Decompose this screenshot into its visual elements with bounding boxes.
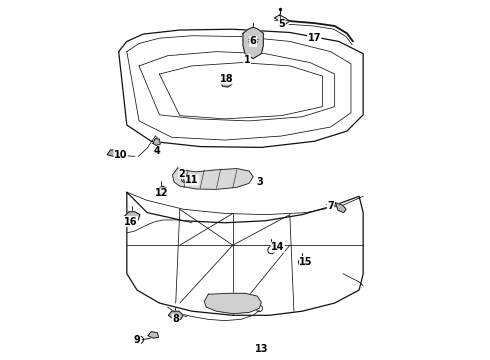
Text: 3: 3 — [256, 177, 263, 187]
Polygon shape — [156, 186, 167, 193]
Polygon shape — [125, 212, 140, 221]
Text: 16: 16 — [124, 217, 138, 226]
Text: 11: 11 — [185, 175, 199, 185]
Text: 7: 7 — [327, 202, 334, 211]
Text: 2: 2 — [178, 169, 185, 179]
Text: 17: 17 — [308, 33, 321, 43]
Text: 15: 15 — [299, 257, 313, 266]
Polygon shape — [107, 150, 119, 156]
Text: 1: 1 — [244, 55, 250, 65]
Polygon shape — [183, 174, 193, 184]
Polygon shape — [220, 78, 232, 87]
Text: 10: 10 — [114, 150, 127, 160]
Polygon shape — [172, 168, 253, 189]
Text: 12: 12 — [155, 188, 168, 198]
Polygon shape — [153, 139, 160, 145]
Text: 13: 13 — [254, 344, 268, 354]
Text: 18: 18 — [220, 74, 233, 84]
Text: 5: 5 — [278, 19, 285, 29]
Text: 9: 9 — [134, 335, 140, 345]
Polygon shape — [204, 293, 261, 314]
Polygon shape — [169, 311, 183, 319]
Polygon shape — [243, 27, 263, 59]
Text: 8: 8 — [172, 314, 179, 324]
Text: 4: 4 — [154, 147, 161, 157]
Polygon shape — [336, 203, 346, 213]
Polygon shape — [148, 332, 159, 338]
Text: 14: 14 — [271, 242, 284, 252]
Text: 6: 6 — [250, 36, 257, 46]
Polygon shape — [274, 15, 290, 24]
